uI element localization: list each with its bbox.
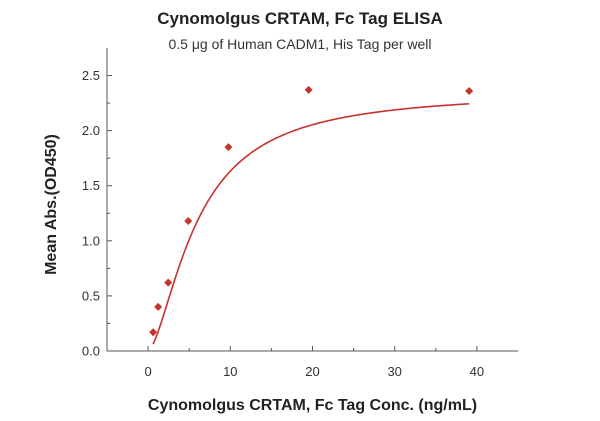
y-tick-label: 1.0	[82, 233, 100, 248]
data-point	[465, 86, 474, 95]
x-tick-label: 40	[470, 364, 484, 379]
chart-title: Cynomolgus CRTAM, Fc Tag ELISA	[157, 9, 443, 28]
data-point	[184, 216, 193, 225]
y-axis-title: Mean Abs.(OD450)	[43, 134, 60, 275]
chart-subtitle: 0.5 μg of Human CADM1, His Tag per well	[168, 36, 432, 52]
data-point	[149, 328, 158, 337]
data-point	[224, 143, 233, 152]
x-tick-label: 0	[144, 364, 151, 379]
x-tick-label: 30	[387, 364, 401, 379]
y-tick-label: 2.0	[82, 123, 100, 138]
x-tick-label: 20	[305, 364, 319, 379]
data-point	[164, 278, 173, 287]
y-tick-label: 1.5	[82, 178, 100, 193]
data-point	[304, 85, 313, 94]
y-tick-label: 0.0	[82, 344, 100, 359]
y-tick-label: 0.5	[82, 288, 100, 303]
y-tick-label: 2.5	[82, 68, 100, 83]
x-tick-label: 10	[223, 364, 237, 379]
data-point	[154, 302, 163, 311]
x-axis-title: Cynomolgus CRTAM, Fc Tag Conc. (ng/mL)	[148, 397, 477, 414]
fit-curve	[152, 102, 470, 345]
